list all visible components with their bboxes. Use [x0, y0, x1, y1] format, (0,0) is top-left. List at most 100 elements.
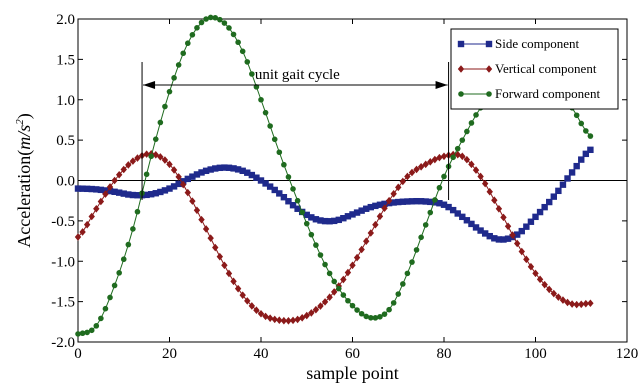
side-component-point [326, 218, 333, 225]
side-component-point [472, 224, 480, 231]
side-component-point [436, 200, 443, 207]
vertical-component-point [326, 293, 333, 301]
vertical-component-point [340, 275, 347, 284]
vertical-component-point [514, 239, 521, 248]
vertical-component-point [271, 315, 278, 324]
side-component-point [189, 173, 196, 180]
vertical-component-point [504, 222, 512, 231]
vertical-component-series [74, 150, 594, 325]
vertical-component-point [413, 165, 420, 174]
side-component-point [166, 185, 173, 192]
legend-item-vertical-component: Vertical component [457, 61, 597, 76]
forward-component-point [317, 252, 324, 258]
vertical-component-point [221, 261, 228, 270]
side-component-point [486, 232, 493, 240]
vertical-component-point [436, 153, 443, 162]
forward-component-point [441, 173, 447, 180]
forward-component-point [171, 75, 177, 81]
side-component-point [207, 166, 214, 173]
vertical-component-point [161, 156, 169, 164]
vertical-component-point [280, 316, 288, 325]
vertical-component-point [266, 314, 274, 322]
forward-component-point [422, 222, 429, 228]
y-axis-title-exp: 2 [14, 119, 26, 125]
vertical-component-point [157, 153, 164, 161]
vertical-component-point [74, 233, 82, 241]
vertical-component-point [97, 197, 105, 206]
forward-component-point [148, 153, 154, 160]
vertical-component-point [88, 212, 95, 221]
y-axis-title: Acceleration(m/s2) [14, 113, 35, 247]
side-component-point [239, 167, 246, 175]
forward-component-point [395, 291, 402, 297]
forward-component-point [143, 171, 150, 178]
forward-component-point [459, 137, 466, 143]
annotation-text: unit gait cycle [255, 67, 340, 83]
forward-component-point [377, 313, 383, 320]
side-component-point [399, 198, 407, 205]
vertical-component-point [152, 151, 159, 159]
forward-component-point [130, 226, 136, 232]
side-component-point [271, 186, 278, 194]
side-component-point [395, 198, 402, 206]
vertical-component-point [527, 262, 535, 271]
forward-component-point [189, 32, 196, 38]
vertical-component-point [472, 166, 480, 174]
side-component-point [276, 190, 283, 197]
vertical-component-point [216, 252, 224, 261]
forward-component-point [75, 331, 81, 337]
vertical-component-point [555, 293, 562, 301]
y-axis-title-prefix: Acceleration( [14, 150, 35, 248]
vertical-component-point [486, 187, 493, 196]
forward-component-point [93, 323, 100, 329]
x-tick-label: 20 [162, 346, 177, 362]
side-component-point [148, 191, 155, 198]
side-component-point [527, 218, 535, 225]
side-component-point [523, 223, 530, 230]
legend-label-vertical-component: Vertical component [495, 61, 597, 76]
forward-component-point [308, 231, 315, 238]
side-component-point [212, 165, 219, 172]
side-component-point [459, 213, 466, 221]
vertical-component-point [509, 231, 516, 239]
forward-component-point [185, 40, 191, 47]
legend-item-forward-component: Forward component [458, 86, 600, 101]
side-component-point [555, 187, 562, 195]
vertical-component-point [495, 204, 503, 213]
forward-component-point [84, 329, 90, 336]
vertical-component-point [285, 317, 292, 325]
vertical-component-point [550, 289, 557, 298]
side-component-point [170, 183, 178, 190]
vertical-component-point [399, 177, 407, 186]
vertical-component-point [568, 300, 576, 308]
side-component-point [468, 220, 475, 228]
vertical-component-point [564, 298, 571, 307]
vertical-component-point [166, 160, 173, 169]
side-component-point [550, 193, 557, 200]
vertical-component-point [202, 225, 210, 233]
side-component-point [335, 216, 342, 224]
forward-component-point [157, 119, 164, 126]
side-component-point [106, 187, 114, 195]
forward-component-point [134, 208, 141, 215]
vertical-component-point [459, 152, 466, 161]
forward-component-point [322, 261, 328, 268]
side-component-point [321, 217, 329, 225]
side-component-point [417, 198, 425, 205]
forward-component-point [217, 16, 223, 23]
side-component-point [120, 190, 127, 197]
forward-component-point [381, 311, 388, 317]
forward-component-point [578, 120, 585, 127]
forward-component-point [203, 16, 209, 22]
side-component-point [390, 199, 397, 206]
side-component-series [74, 146, 594, 243]
side-component-point [363, 205, 370, 212]
side-component-point [317, 217, 324, 224]
x-tick-label: 120 [616, 346, 639, 362]
vertical-component-point [321, 298, 329, 306]
vertical-component-point [385, 196, 393, 205]
forward-component-point [98, 315, 104, 322]
side-component-point [312, 216, 320, 223]
vertical-component-point [363, 237, 370, 245]
